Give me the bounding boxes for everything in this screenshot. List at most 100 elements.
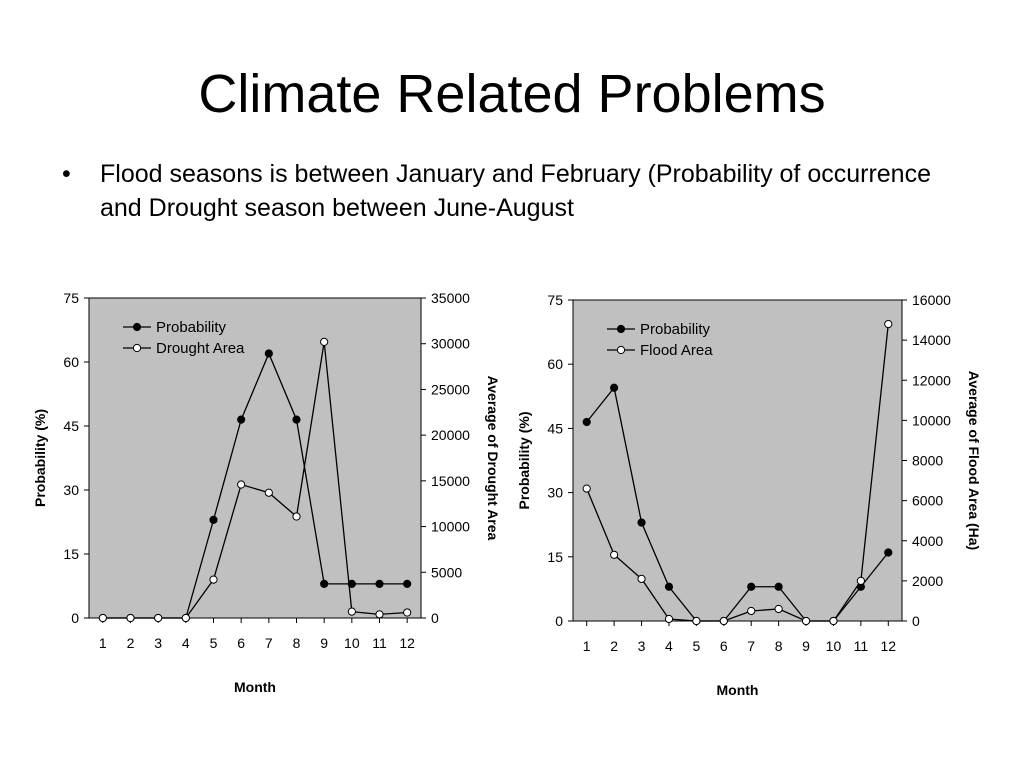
data-point-probability	[637, 518, 646, 527]
series-line-drought-area	[102, 341, 408, 619]
legend-label: Probability	[156, 319, 227, 336]
left-axis-tick-label: 0	[71, 610, 79, 626]
right-axis-tick-label: 0	[431, 610, 439, 626]
x-axis-tick-label: 4	[182, 635, 190, 651]
right-axis-tick-label: 35000	[431, 290, 470, 306]
right-axis-title: Average of Flood Area (Ha)	[966, 371, 982, 550]
legend-marker	[132, 322, 142, 332]
data-point-drought-area	[181, 613, 190, 623]
x-axis-tick-label: 1	[99, 635, 107, 651]
data-point-probability	[774, 582, 783, 591]
x-axis-tick-label: 8	[293, 635, 301, 651]
x-axis-tick-label: 10	[826, 638, 842, 654]
data-point-probability	[610, 383, 619, 392]
plot-area	[88, 297, 422, 619]
bullet-text: Flood seasons is between January and Feb…	[100, 160, 931, 222]
left-axis-tick-label: 30	[63, 482, 79, 498]
data-point-probability	[292, 415, 301, 424]
data-point-flood-area	[884, 319, 893, 329]
data-point-probability	[664, 582, 674, 591]
x-axis-tick-label: 12	[399, 635, 415, 651]
left-axis-title: Probability (%)	[516, 411, 532, 509]
x-axis-tick-label: 2	[610, 638, 618, 654]
right-axis-tick-label: 0	[912, 613, 920, 629]
data-point-probability	[747, 582, 756, 591]
x-axis-tick-label: 11	[372, 635, 387, 651]
right-axis-tick-label: 12000	[912, 372, 951, 388]
left-axis-tick-label: 60	[547, 356, 563, 372]
series-line-flood-area	[586, 324, 889, 622]
drought-chart: 0153045607505000100001500020000250003000…	[32, 290, 501, 695]
x-axis-tick-label: 9	[320, 635, 328, 651]
data-point-flood-area	[856, 576, 865, 585]
left-axis-tick-label: 45	[63, 418, 79, 434]
data-point-flood-area	[610, 550, 619, 559]
x-axis-tick-label: 10	[344, 635, 360, 651]
right-axis-tick-label: 4000	[912, 533, 943, 549]
x-axis-tick-label: 8	[775, 638, 783, 654]
x-axis-tick-label: 1	[583, 638, 591, 654]
right-axis-tick-label: 15000	[431, 473, 470, 489]
data-point-drought-area	[237, 480, 246, 489]
data-point-drought-area	[347, 607, 356, 616]
legend-marker	[616, 345, 626, 355]
right-axis-tick-label: 8000	[912, 453, 943, 469]
left-axis-tick-label: 60	[63, 354, 79, 370]
x-axis-tick-label: 3	[638, 638, 646, 654]
right-axis-tick-label: 16000	[912, 292, 951, 308]
data-point-flood-area	[637, 574, 646, 583]
data-point-flood-area	[801, 616, 811, 626]
left-axis-tick-label: 45	[547, 420, 563, 436]
x-axis-tick-label: 5	[210, 635, 218, 651]
x-axis-tick-label: 12	[881, 638, 897, 654]
data-point-probability	[237, 415, 246, 424]
left-axis-tick-label: 30	[547, 485, 563, 501]
right-axis-tick-label: 10000	[912, 412, 951, 428]
left-axis-tick-label: 0	[555, 613, 563, 629]
legend-marker	[616, 324, 626, 334]
data-point-drought-area	[154, 613, 163, 623]
data-point-drought-area	[98, 613, 107, 623]
x-axis-tick-label: 7	[747, 638, 755, 654]
x-axis-tick-label: 7	[265, 635, 273, 651]
data-point-drought-area	[126, 613, 135, 623]
data-point-flood-area	[747, 606, 756, 616]
legend-label: Flood Area	[640, 342, 713, 359]
right-axis-tick-label: 10000	[431, 519, 470, 535]
data-point-drought-area	[320, 337, 329, 346]
data-point-flood-area	[582, 484, 591, 493]
x-axis-title: Month	[717, 682, 759, 698]
right-axis-title: Average of Drought Area	[485, 376, 501, 541]
data-point-flood-area	[692, 616, 701, 626]
legend-marker	[132, 343, 142, 353]
left-axis-tick-label: 75	[63, 290, 79, 306]
x-axis-tick-label: 6	[237, 635, 245, 651]
left-axis-tick-label: 15	[63, 546, 79, 562]
x-axis-tick-label: 11	[854, 638, 869, 654]
right-axis-tick-label: 6000	[912, 493, 943, 509]
data-point-probability	[582, 417, 591, 427]
data-point-drought-area	[375, 610, 384, 619]
x-axis-tick-label: 5	[692, 638, 700, 654]
right-axis-tick-label: 5000	[431, 564, 462, 580]
data-point-flood-area	[774, 604, 783, 614]
data-point-probability	[884, 548, 893, 557]
flood-chart: 0153045607502000400060008000100001200014…	[516, 292, 982, 698]
right-axis-tick-label: 14000	[912, 332, 951, 348]
bullet-dot-icon: •	[62, 160, 71, 188]
x-axis-title: Month	[234, 679, 276, 695]
data-point-drought-area	[403, 608, 412, 617]
data-point-drought-area	[209, 575, 218, 584]
right-axis-tick-label: 25000	[431, 381, 470, 397]
data-point-probability	[403, 579, 412, 588]
slide-title: Climate Related Problems	[198, 64, 826, 124]
left-axis-title: Probability (%)	[32, 409, 48, 507]
x-axis-tick-label: 4	[665, 638, 673, 654]
data-point-probability	[209, 515, 218, 524]
data-point-probability	[264, 349, 273, 358]
legend-label: Probability	[640, 321, 711, 338]
x-axis-tick-label: 2	[127, 635, 135, 651]
x-axis-tick-label: 3	[154, 635, 162, 651]
left-axis-tick-label: 15	[547, 549, 563, 565]
data-point-probability	[320, 579, 329, 588]
